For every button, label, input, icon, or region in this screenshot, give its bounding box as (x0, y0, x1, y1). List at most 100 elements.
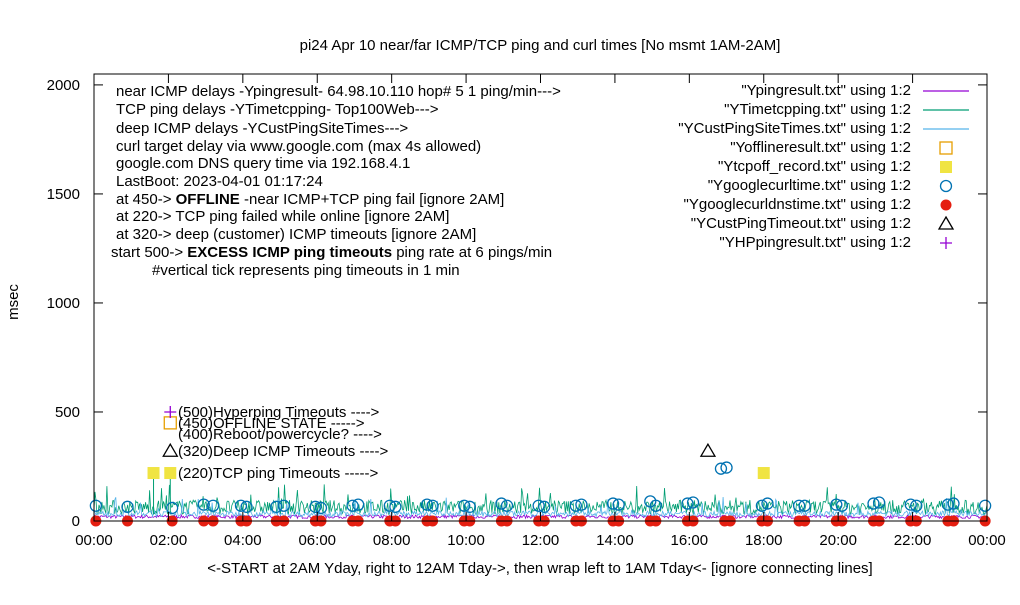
data-point-open-triangle (699, 442, 717, 457)
note-tcp-failed: at 220-> TCP ping failed while online [i… (116, 208, 449, 225)
data-point-open-circle (352, 498, 365, 511)
x-tick-label: 10:00 (447, 532, 485, 549)
note-tcp-ping: TCP ping delays -YTimetcpping- Top100Web… (116, 101, 439, 118)
y-tick-label: 1500 (47, 186, 80, 203)
data-point-open-circle (314, 501, 328, 515)
note-excess-prefix: start 500-> (111, 244, 187, 261)
data-point-open-circle (420, 498, 434, 511)
data-point-open-circle (389, 500, 402, 513)
data-point-open-circle (165, 501, 179, 515)
legend-label: "Ygooglecurldnstime.txt" using 1:2 (684, 196, 911, 213)
y-tick-label: 0 (72, 513, 80, 530)
x-tick-label: 04:00 (224, 532, 262, 549)
data-point-open-circle (714, 462, 728, 475)
data-point-open-circle (867, 497, 880, 510)
note-offline: at 450-> OFFLINE -near ICMP+TCP ping fai… (116, 191, 504, 208)
data-point-open-circle (89, 499, 103, 512)
data-point-open-circle (532, 499, 545, 512)
legend-swatch (939, 141, 953, 155)
data-point-open-square (163, 416, 177, 430)
data-point-open-circle (309, 500, 322, 513)
data-point-open-circle (463, 500, 476, 513)
data-point-open-circle (835, 499, 849, 512)
note-curl-target: curl target delay via www.google.com (ma… (116, 138, 481, 155)
marker-label: (500)Hyperping Timeouts ----> (178, 404, 380, 421)
annotation-block: near ICMP delays -Ypingresult- 64.98.10.… (111, 83, 561, 279)
data-point-open-circle (121, 500, 134, 513)
data-point-open-circle (872, 496, 886, 509)
x-tick-label: 16:00 (671, 532, 709, 549)
data-point-open-circle (240, 500, 253, 513)
x-tick-label: 14:00 (596, 532, 634, 549)
data-point-filled-square (757, 467, 770, 480)
marker-label: (320)Deep ICMP Timeouts ----> (178, 443, 388, 460)
tcp-jump-line (153, 473, 171, 515)
x-tick-label: 22:00 (894, 532, 932, 549)
data-point-open-circle (649, 499, 662, 512)
data-point-open-circle (575, 498, 588, 511)
legend: "Ypingresult.txt" using 1:2 "YTimetcpping… (678, 82, 969, 251)
legend-label: "Ygooglecurltime.txt" using 1:2 (708, 177, 911, 194)
data-point-open-circle (569, 499, 582, 512)
legend-label: "YTimetcpping.txt" using 1:2 (724, 101, 911, 118)
note-deep-icmp: deep ICMP delays -YCustPingSiteTimes---> (116, 120, 408, 137)
note-offline-suffix: -near ICMP+TCP ping fail [ignore 2AM] (240, 191, 504, 208)
data-point-open-circle (612, 498, 625, 511)
note-offline-prefix: at 450-> (116, 191, 176, 208)
data-point-open-circle (720, 461, 733, 474)
data-point-open-circle (941, 498, 955, 511)
data-point-open-circle (426, 499, 439, 512)
marker-label: (450)OFFLINE STATE -----> (178, 415, 365, 432)
x-tick-label: 12:00 (522, 532, 560, 549)
legend-swatch (939, 179, 953, 193)
data-point-open-circle (910, 499, 923, 512)
data-point-open-circle (500, 499, 514, 512)
x-tick-label: 18:00 (745, 532, 783, 549)
marker-label: (400)Reboot/powercycle? ----> (178, 426, 382, 443)
y-tick-label: 1000 (47, 295, 80, 312)
x-tick-label: 02:00 (150, 532, 188, 549)
note-dns-query: google.com DNS query time via 192.168.4.… (116, 155, 410, 172)
legend-swatch (940, 199, 952, 211)
data-point-filled-square (164, 467, 177, 480)
data-point-open-circle (234, 499, 248, 512)
data-point-open-circle (686, 496, 700, 509)
data-point-open-circle (947, 497, 960, 510)
marker-label-group: (500)Hyperping Timeouts ---->(450)OFFLIN… (178, 404, 388, 482)
note-near-icmp: near ICMP delays -Ypingresult- 64.98.10.… (116, 83, 561, 100)
legend-label: "Ytcpoff_record.txt" using 1:2 (718, 158, 911, 175)
note-excess: start 500-> EXCESS ICMP ping timeouts pi… (111, 244, 552, 261)
data-point-open-circle (761, 497, 774, 510)
data-point-open-circle (792, 499, 806, 512)
note-vertical-tick: #vertical tick represents ping timeouts … (152, 262, 460, 279)
data-point-open-circle (270, 500, 283, 513)
chart-title: pi24 Apr 10 near/far ICMP/TCP ping and c… (300, 37, 781, 54)
data-point-open-circle (606, 497, 620, 510)
legend-label: "YCustPingSiteTimes.txt" using 1:2 (678, 120, 911, 137)
data-point-open-circle (197, 498, 210, 511)
legend-swatch (937, 215, 955, 230)
data-point-open-circle (206, 499, 220, 512)
x-tick-label: 00:00 (968, 532, 1006, 549)
y-tick-label: 2000 (47, 77, 80, 94)
x-axis-label: <-START at 2AM Yday, right to 12AM Tday-… (207, 560, 872, 577)
data-point-open-circle (383, 499, 396, 512)
data-point-open-circle (904, 498, 917, 511)
legend-label: "YCustPingTimeout.txt" using 1:2 (691, 215, 911, 232)
data-point-open-triangle (162, 442, 179, 457)
legend-label: "YHPpingresult.txt" using 1:2 (719, 234, 911, 251)
data-point-open-circle (755, 499, 769, 512)
data-point-open-circle (277, 499, 290, 512)
x-tick-label: 08:00 (373, 532, 411, 549)
data-point-open-circle (798, 499, 811, 512)
data-point-open-circle (978, 499, 992, 512)
data-point-open-circle (681, 497, 694, 510)
data-point-open-circle (830, 498, 843, 511)
data-point-open-circle (346, 499, 359, 512)
data-point-open-circle (458, 499, 471, 512)
note-deep-timeouts: at 320-> deep (customer) ICMP timeouts [… (116, 226, 476, 243)
note-last-boot: LastBoot: 2023-04-01 01:17:24 (116, 173, 323, 190)
legend-label: "Yofflineresult.txt" using 1:2 (730, 139, 911, 156)
marker-label: (220)TCP ping Timeouts -----> (178, 465, 378, 482)
